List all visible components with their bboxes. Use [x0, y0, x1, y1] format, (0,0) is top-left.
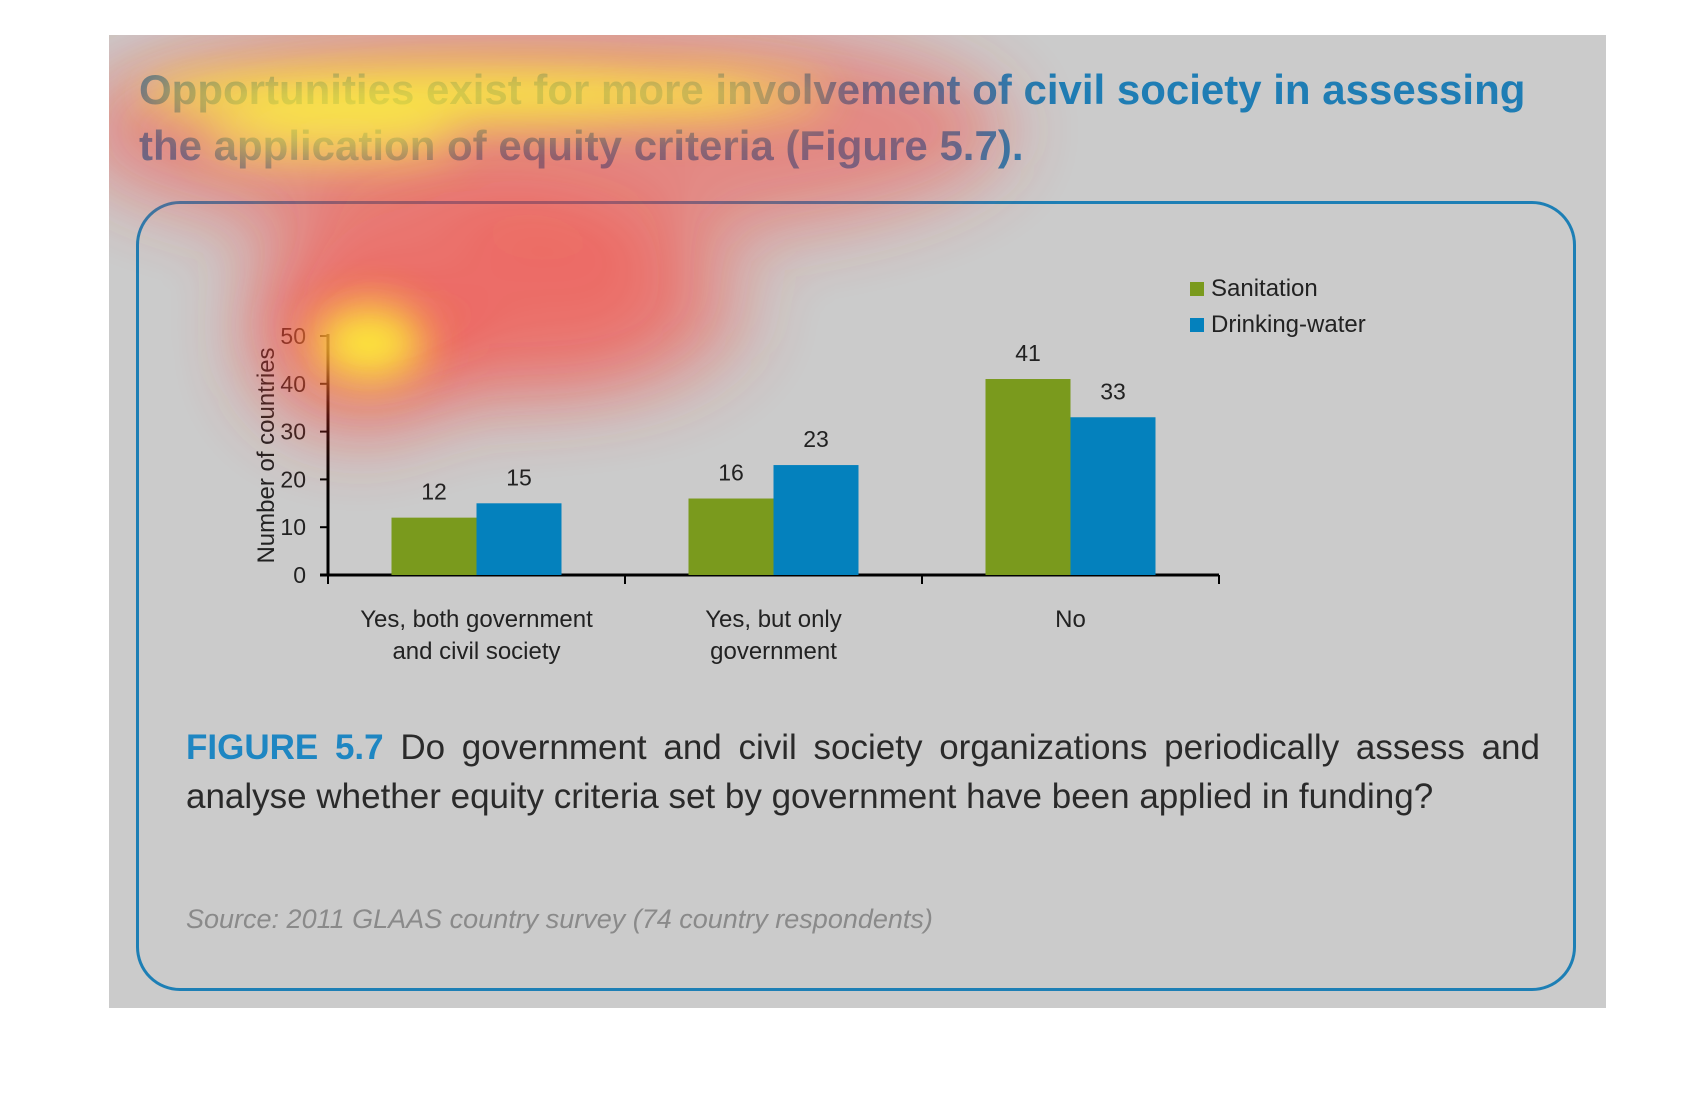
bar-sanitation — [985, 379, 1071, 575]
bar-drinking-water — [476, 503, 562, 575]
figure-caption-text: Do government and civil society organiza… — [186, 728, 1540, 816]
headline: Opportunities exist for more involvement… — [139, 66, 1526, 169]
source-note: Source: 2011 GLAAS country survey (74 co… — [186, 904, 933, 934]
bar-sanitation — [391, 517, 477, 575]
legend-label: Drinking-water — [1211, 311, 1366, 338]
data-label: 12 — [421, 479, 447, 505]
bar-drinking-water — [773, 465, 859, 575]
bar-drinking-water — [1070, 417, 1156, 575]
x-category-label: government — [710, 638, 837, 665]
data-label: 15 — [506, 464, 532, 490]
legend-swatch-drinking-water — [1190, 318, 1204, 332]
legend-label: Sanitation — [1211, 275, 1318, 302]
chart-box: 0 10 20 30 40 50 Number of countries 12 15 Yes, b… — [136, 201, 1576, 991]
data-label: 41 — [1015, 340, 1041, 366]
data-label: 33 — [1100, 378, 1126, 404]
y-tick-label: 50 — [280, 323, 306, 349]
y-axis-title: Number of countries — [253, 347, 280, 563]
y-tick-label: 10 — [280, 514, 306, 540]
y-tick-label: 0 — [293, 562, 306, 588]
figure-label: FIGURE 5.7 — [186, 728, 384, 767]
bar-sanitation — [688, 498, 774, 575]
x-category-label: No — [1055, 606, 1086, 633]
y-tick-label: 20 — [280, 466, 306, 492]
figure-caption: FIGURE 5.7 Do government and civil socie… — [186, 723, 1540, 821]
x-category-label: and civil society — [392, 638, 560, 665]
x-category-label: Yes, but only — [705, 606, 842, 633]
figure-panel: Opportunities exist for more involvement… — [109, 35, 1606, 1008]
data-label: 16 — [718, 460, 744, 486]
data-label: 23 — [803, 426, 829, 452]
legend-swatch-sanitation — [1190, 282, 1204, 296]
y-tick-label: 30 — [280, 419, 306, 445]
y-tick-label: 40 — [280, 371, 306, 397]
x-category-label: Yes, both government — [360, 606, 593, 633]
